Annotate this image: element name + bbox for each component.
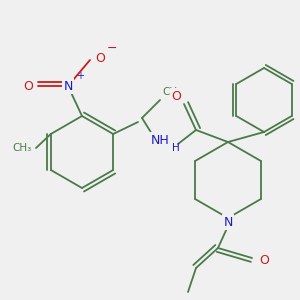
Text: +: + [76, 71, 84, 81]
Text: O: O [259, 254, 269, 266]
Text: N: N [223, 215, 233, 229]
Text: O: O [23, 80, 33, 92]
Text: CH₃: CH₃ [162, 87, 182, 97]
Text: −: − [107, 41, 117, 55]
Text: NH: NH [151, 134, 169, 146]
Text: O: O [171, 89, 181, 103]
Text: O: O [95, 52, 105, 64]
Text: CH₃: CH₃ [12, 143, 32, 153]
Text: N: N [63, 80, 73, 92]
Text: H: H [172, 143, 180, 153]
